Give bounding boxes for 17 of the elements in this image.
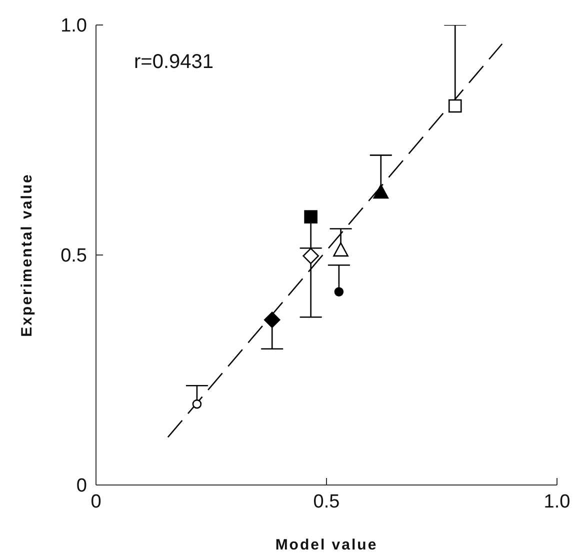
point [333,242,348,257]
x-tick-label: 0.5 [313,491,340,512]
x-tick-label: 0 [90,491,102,512]
annotation: r=0.9431 [134,51,214,73]
point [334,287,344,296]
point [192,399,202,409]
point [373,184,389,199]
y-axis-title: Experimental value [18,173,36,337]
point [448,99,462,113]
point [304,210,318,224]
y-tick-label: 1.0 [60,16,87,37]
point [302,248,319,264]
point [264,312,280,328]
x-axis-title: Model value [275,536,378,554]
y-tick-label: 0 [76,476,87,497]
y-tick-label: 0.5 [60,246,87,267]
x-tick-label: 1.0 [544,491,570,512]
